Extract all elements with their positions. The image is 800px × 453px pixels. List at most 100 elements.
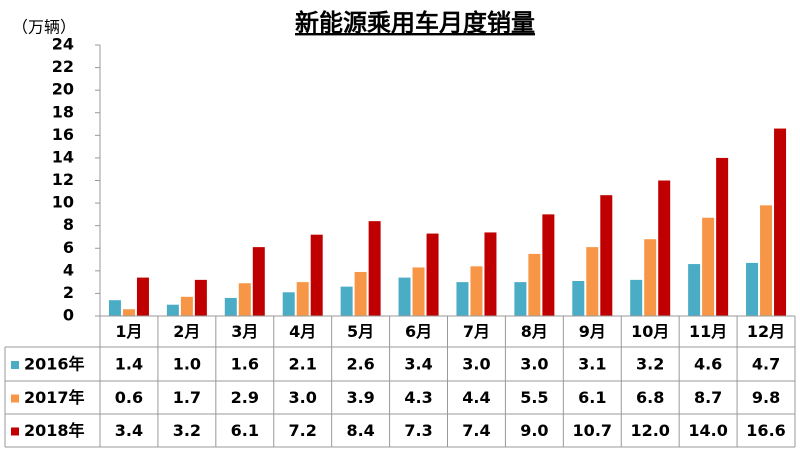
bar — [194, 279, 207, 316]
table-value: 3.9 — [346, 388, 374, 407]
table-value: 14.0 — [688, 421, 727, 440]
table-value: 10.7 — [573, 421, 612, 440]
bar — [586, 247, 599, 316]
table-value: 2.1 — [289, 355, 317, 374]
y-tick-label: 22 — [52, 57, 74, 76]
table-value: 8.7 — [694, 388, 722, 407]
bar — [426, 233, 439, 316]
y-tick-label: 16 — [52, 125, 74, 144]
x-tick-label: 12月 — [747, 322, 785, 341]
bar — [180, 296, 193, 316]
bar — [644, 239, 657, 316]
table-value: 3.1 — [578, 355, 606, 374]
bar — [630, 279, 643, 316]
table-value: 16.6 — [746, 421, 785, 440]
table-value: 0.6 — [115, 388, 143, 407]
table-value: 1.0 — [173, 355, 201, 374]
bar — [166, 304, 179, 316]
chart-title: 新能源乘用车月度销量 — [295, 9, 535, 37]
x-tick-label: 9月 — [579, 322, 606, 341]
x-tick-label: 10月 — [631, 322, 669, 341]
bar — [572, 280, 585, 316]
table-value: 3.4 — [404, 355, 432, 374]
legend-label: 2016年 — [24, 355, 85, 374]
y-tick-label: 18 — [52, 102, 74, 121]
bar — [542, 214, 555, 316]
x-tick-label: 6月 — [405, 322, 432, 341]
table-value: 4.4 — [462, 388, 490, 407]
table-value: 7.2 — [289, 421, 317, 440]
table-value: 6.1 — [231, 421, 259, 440]
table-value: 8.4 — [346, 421, 374, 440]
bar — [746, 262, 759, 316]
table-value: 9.0 — [520, 421, 548, 440]
bar — [528, 253, 541, 316]
x-tick-label: 5月 — [347, 322, 374, 341]
y-tick-label: 10 — [52, 193, 74, 212]
bar — [340, 286, 353, 316]
table-value: 7.3 — [404, 421, 432, 440]
bar — [514, 282, 527, 316]
x-tick-label: 4月 — [289, 322, 316, 341]
bar — [310, 234, 323, 316]
table-value: 3.0 — [289, 388, 317, 407]
table-value: 3.2 — [636, 355, 664, 374]
table-value: 6.8 — [636, 388, 664, 407]
bar — [658, 180, 671, 316]
bar — [484, 232, 497, 316]
table-value: 1.4 — [115, 355, 143, 374]
bar — [398, 277, 411, 316]
bar — [296, 282, 309, 316]
x-tick-label: 7月 — [463, 322, 490, 341]
bar — [456, 282, 469, 316]
bar — [224, 297, 237, 316]
x-tick-label: 11月 — [689, 322, 727, 341]
bar — [354, 271, 367, 316]
y-tick-label: 2 — [63, 283, 74, 302]
table-value: 5.5 — [520, 388, 548, 407]
bar — [470, 266, 483, 316]
legend-label: 2018年 — [24, 421, 85, 440]
table-value: 3.4 — [115, 421, 143, 440]
bar — [774, 128, 787, 316]
table-value: 3.2 — [173, 421, 201, 440]
table-value: 1.6 — [231, 355, 259, 374]
y-tick-label: 24 — [52, 35, 74, 54]
table-value: 2.6 — [346, 355, 374, 374]
y-unit: （万辆） — [12, 18, 76, 37]
x-tick-label: 8月 — [521, 322, 548, 341]
y-tick-label: 20 — [52, 80, 74, 99]
table-value: 9.8 — [752, 388, 780, 407]
bar — [702, 217, 715, 316]
x-tick-label: 1月 — [115, 322, 142, 341]
table-value: 2.9 — [231, 388, 259, 407]
table-value: 3.0 — [462, 355, 490, 374]
bar — [716, 157, 729, 316]
y-tick-label: 12 — [52, 170, 74, 189]
y-tick-label: 0 — [63, 306, 74, 325]
table-value: 6.1 — [578, 388, 606, 407]
x-tick-label: 2月 — [173, 322, 200, 341]
table-value: 12.0 — [630, 421, 669, 440]
bar — [136, 277, 149, 316]
y-tick-label: 4 — [63, 260, 74, 279]
legend-swatch — [11, 394, 19, 403]
table-value: 4.6 — [694, 355, 722, 374]
bar — [122, 309, 135, 316]
table-value: 3.0 — [520, 355, 548, 374]
y-tick-label: 8 — [63, 215, 74, 234]
bar — [282, 292, 295, 316]
bar — [412, 267, 425, 316]
y-tick-label: 6 — [63, 238, 74, 257]
table-value: 1.7 — [173, 388, 201, 407]
bar — [760, 205, 773, 316]
table-value: 4.3 — [404, 388, 432, 407]
bar — [688, 264, 701, 316]
y-tick-label: 14 — [52, 147, 74, 166]
table-value: 7.4 — [462, 421, 490, 440]
bar — [368, 221, 381, 316]
legend-swatch — [11, 427, 19, 436]
legend-label: 2017年 — [24, 388, 85, 407]
bar — [600, 195, 613, 316]
